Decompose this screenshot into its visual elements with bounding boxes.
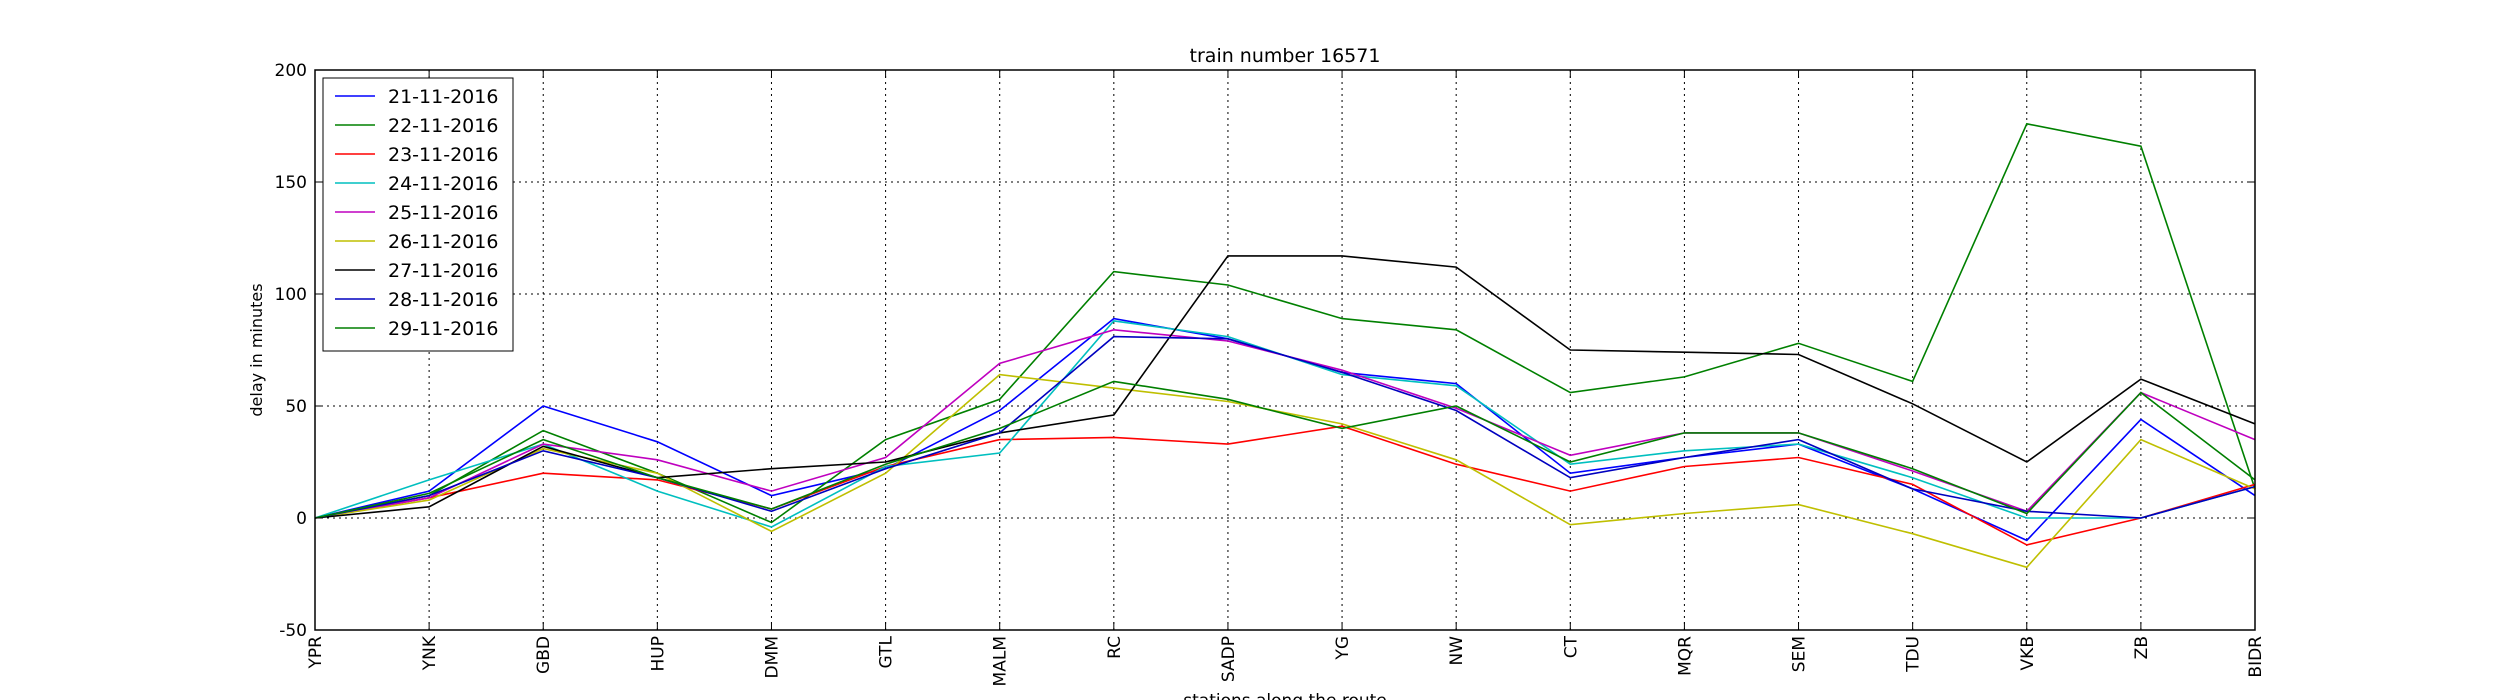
legend-label: 25-11-2016 (388, 202, 498, 224)
series-lines (314, 122, 2256, 569)
x-tick-label: DMM (762, 636, 782, 678)
legend: 21-11-2016 22-11-2016 23-11-2016 24-11-2016… (322, 77, 514, 352)
plot-area (314, 69, 2256, 631)
legend-label: 27-11-2016 (388, 260, 498, 282)
x-tick-label: HUP (648, 636, 668, 671)
x-tick-label: MALM (991, 636, 1011, 686)
x-axis-ticks: YPR YNK GBD HUP DMM GTL MALM RC SADP YG NW CT MQR SEM… (306, 70, 2266, 686)
chart-title: train number 16571 (1190, 45, 1381, 67)
series-line (314, 373, 2256, 569)
x-tick-label: SADP (1219, 636, 1239, 682)
series-line (314, 255, 2256, 519)
series-line (314, 320, 2256, 528)
series-line (314, 122, 2256, 524)
x-tick-label: GBD (534, 636, 554, 674)
x-tick-label: YG (1333, 636, 1353, 661)
y-tick-label: -50 (279, 621, 307, 641)
x-tick-label: YNK (420, 635, 440, 671)
y-tick-label: 200 (275, 61, 307, 81)
y-tick-label: 0 (296, 509, 307, 529)
series-line (314, 335, 2256, 519)
x-tick-label: RC (1105, 636, 1125, 659)
legend-label: 23-11-2016 (388, 144, 498, 166)
x-tick-label: GTL (877, 635, 897, 668)
y-tick-label: 50 (285, 397, 307, 417)
legend-label: 21-11-2016 (388, 86, 498, 108)
x-tick-label: BIDR (2246, 636, 2266, 678)
y-axis-label: delay in minutes (247, 283, 266, 416)
legend-label: 22-11-2016 (388, 115, 498, 137)
y-tick-label: 150 (275, 173, 307, 193)
x-tick-label: YPR (306, 636, 326, 670)
legend-label: 24-11-2016 (388, 173, 498, 195)
series-line (314, 380, 2256, 519)
y-tick-label: 100 (275, 285, 307, 305)
series-line (314, 328, 2256, 519)
x-tick-label: SEM (1790, 636, 1810, 672)
x-tick-label: NW (1447, 636, 1467, 666)
legend-label: 26-11-2016 (388, 231, 498, 253)
series-line (314, 425, 2256, 546)
legend-label: 29-11-2016 (388, 318, 498, 340)
legend-box (322, 77, 514, 352)
x-tick-label: MQR (1675, 636, 1695, 676)
x-tick-label: VKB (2018, 636, 2038, 670)
x-tick-label: TDU (1904, 636, 1924, 673)
x-axis-label: stations along the route (1183, 691, 1387, 700)
x-tick-label: CT (1561, 635, 1581, 658)
grid-lines (315, 70, 2255, 630)
x-tick-label: ZB (2132, 636, 2152, 659)
legend-label: 28-11-2016 (388, 289, 498, 311)
y-axis-ticks: -50 0 50 100 150 200 (275, 61, 2255, 641)
